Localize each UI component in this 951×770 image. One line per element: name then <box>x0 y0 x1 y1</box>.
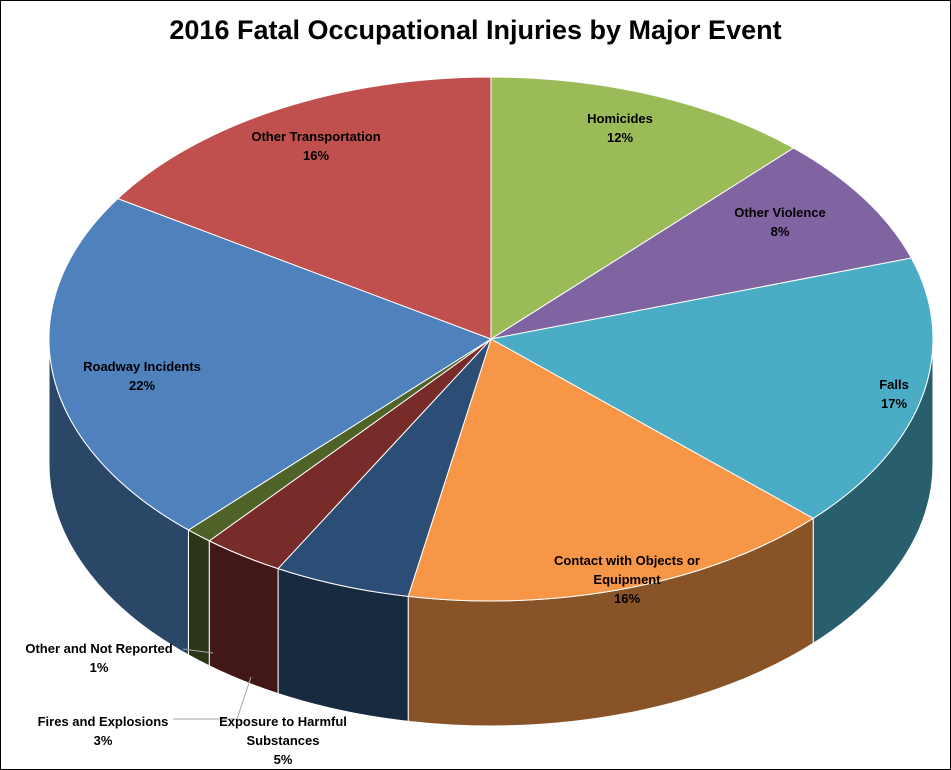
slice-percent: 5% <box>273 752 293 767</box>
slice-name: Fires and Explosions <box>37 714 169 729</box>
chart-title: 2016 Fatal Occupational Injuries by Majo… <box>169 15 782 45</box>
pie-slice <box>489 257 934 519</box>
slice-percent: 3% <box>93 733 113 748</box>
slice-name: Other Transportation <box>251 129 381 144</box>
slice-percent: 12% <box>606 130 634 145</box>
data-label: Other and Not Reported 1% <box>0 639 199 677</box>
slice-percent: 8% <box>770 224 790 239</box>
data-label: Homicides 12% <box>520 109 720 147</box>
data-label: Falls 17% <box>834 375 951 413</box>
pie-tops <box>48 76 934 602</box>
slice-name: Exposure to Harmful Substances <box>219 714 347 748</box>
pie-slice <box>407 338 815 602</box>
pie-slice <box>490 76 795 340</box>
data-label: Fires and Explosions 3% <box>23 712 183 750</box>
slice-percent: 1% <box>89 660 109 675</box>
data-label: Other Transportation 16% <box>216 127 416 165</box>
pie-slice <box>490 147 913 340</box>
pie-slice <box>116 76 492 340</box>
data-label: Roadway Incidents 22% <box>42 357 242 395</box>
slice-name: Homicides <box>587 111 653 126</box>
slice-percent: 17% <box>880 396 908 411</box>
pie-slice <box>48 198 493 531</box>
leader-line <box>173 676 252 720</box>
slice-percent: 16% <box>613 591 641 606</box>
slice-name: Roadway Incidents <box>83 359 201 374</box>
leader-line <box>182 648 214 654</box>
slice-name: Other and Not Reported <box>25 641 173 656</box>
slice-name: Other Violence <box>734 205 826 220</box>
data-label: Exposure to Harmful Substances 5% <box>203 712 363 769</box>
slice-percent: 22% <box>128 378 156 393</box>
data-label: Other Violence 8% <box>680 203 880 241</box>
data-label: Contact with Objects or Equipment 16% <box>537 551 717 608</box>
slice-name: Contact with Objects or Equipment <box>554 553 700 587</box>
slice-percent: 16% <box>302 148 330 163</box>
pie-sides <box>48 338 934 727</box>
slice-name: Falls <box>879 377 909 392</box>
